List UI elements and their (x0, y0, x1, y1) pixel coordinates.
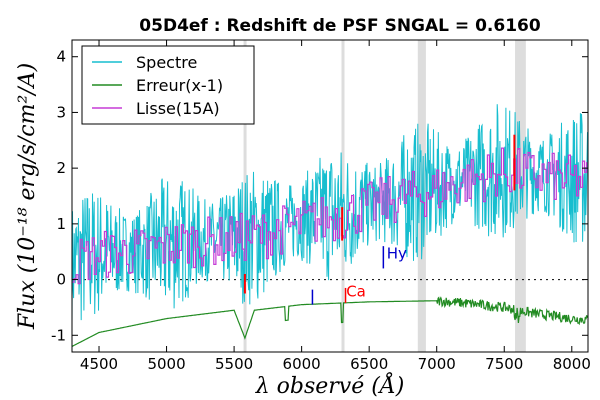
x-tick-label: 6500 (350, 355, 388, 373)
legend-label-spectre: Spectre (136, 53, 197, 72)
legend-label-lisse: Lisse(15A) (136, 99, 220, 118)
x-tick-label: 5500 (215, 355, 253, 373)
y-tick-label: 0 (56, 271, 66, 289)
series-lisse-line (72, 147, 588, 285)
x-tick-label: 6000 (283, 355, 321, 373)
x-tick-label: 5000 (147, 355, 185, 373)
legend: Spectre Erreur(x-1) Lisse(15A) (81, 45, 255, 125)
plot-frame (71, 39, 589, 353)
legend-label-erreur: Erreur(x-1) (136, 76, 223, 95)
y-tick-label: -1 (51, 326, 66, 344)
annotation-hy: Hy (387, 244, 407, 262)
y-tick-label: 2 (56, 159, 66, 177)
chart-title: 05D4ef : Redshift de PSF SNGAL = 0.6160 (139, 16, 541, 36)
x-tick-label: 7500 (485, 355, 523, 373)
series-erreur-line (71, 296, 589, 347)
x-tick-label: 8000 (553, 355, 591, 373)
x-tick-label: 7000 (418, 355, 456, 373)
annotation-ca: Ca (346, 282, 366, 300)
series-spectre-line (71, 104, 589, 324)
telluric-band-2 (417, 40, 426, 352)
y-axis-label: Flux (10⁻¹⁸ erg/s/cm²/A) (15, 63, 40, 330)
x-axis-label: λ observé (Å) (255, 371, 405, 399)
telluric-band-1 (341, 40, 345, 352)
y-tick-label: 1 (56, 215, 66, 233)
x-tick-label: 4500 (80, 355, 118, 373)
y-tick-label: 3 (56, 103, 66, 121)
y-tick-label: 4 (56, 48, 66, 66)
